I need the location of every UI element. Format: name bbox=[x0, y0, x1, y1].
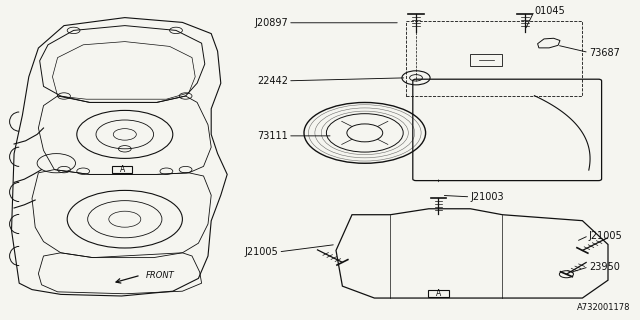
Text: A: A bbox=[120, 165, 125, 174]
Bar bbox=[112, 166, 132, 173]
Bar bbox=[428, 290, 449, 297]
Text: J21005: J21005 bbox=[589, 230, 623, 241]
Text: J21005: J21005 bbox=[244, 247, 278, 257]
Text: 23950: 23950 bbox=[589, 262, 620, 272]
Text: A: A bbox=[436, 289, 441, 299]
Text: 01045: 01045 bbox=[534, 6, 565, 16]
Text: J20897: J20897 bbox=[254, 18, 288, 28]
Bar bbox=[470, 54, 502, 66]
Text: FRONT: FRONT bbox=[146, 271, 175, 280]
Bar bbox=[406, 21, 582, 96]
Text: A732001178: A732001178 bbox=[577, 303, 630, 312]
Text: 73111: 73111 bbox=[257, 131, 288, 141]
Text: 73687: 73687 bbox=[589, 48, 620, 58]
Text: 22442: 22442 bbox=[257, 76, 288, 86]
Text: J21003: J21003 bbox=[470, 192, 504, 202]
